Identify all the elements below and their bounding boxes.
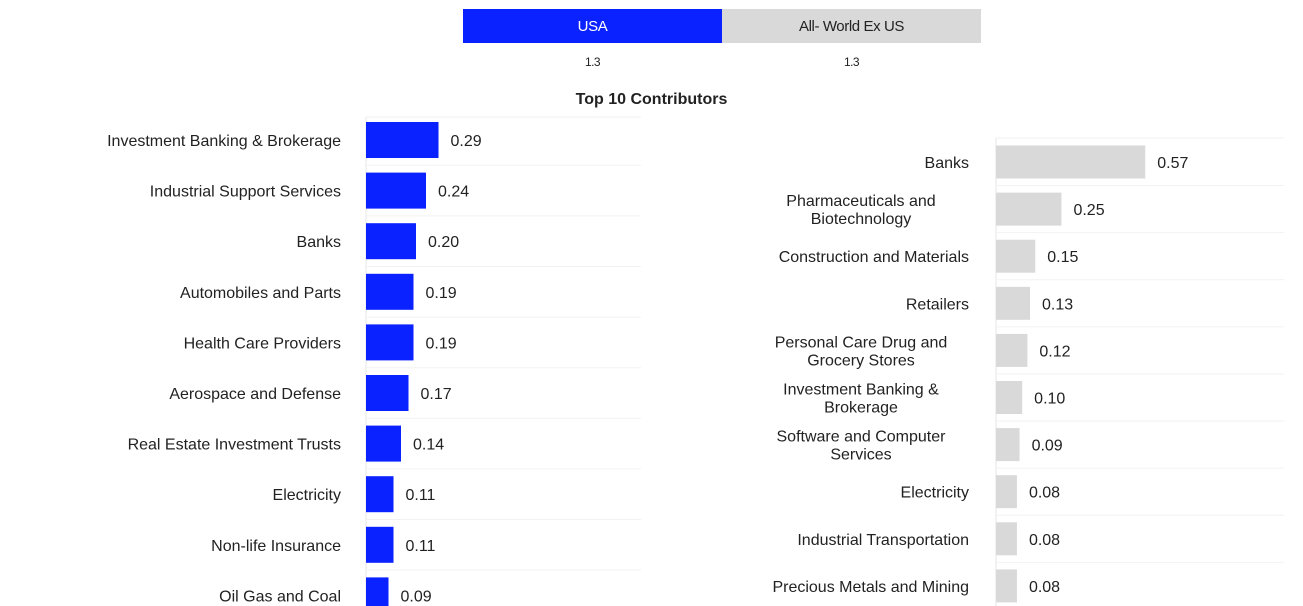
usa-category-label: Health Care Providers — [184, 335, 341, 352]
world-category-label: Banks — [925, 155, 969, 172]
usa-category-label: Aerospace and Defense — [169, 386, 341, 403]
usa-category-label: Non-life Insurance — [211, 538, 341, 555]
world-value-label: 0.25 — [1073, 202, 1104, 219]
world-category-label: Investment Banking & Brokerage — [783, 382, 939, 417]
world-value-label: 0.08 — [1029, 579, 1060, 596]
world-value-label: 0.08 — [1029, 485, 1060, 502]
world-bar-panel: 0.57 Banks 0.25 Pharmaceuticals and Biotechn… — [772, 137, 1284, 606]
world-category-label: Electricity — [901, 485, 969, 502]
world-value-label: 0.15 — [1047, 249, 1078, 266]
world-bar — [996, 569, 1017, 603]
usa-value-label: 0.19 — [426, 285, 457, 302]
usa-category-label: Industrial Support Services — [150, 184, 341, 201]
usa-category-label: Oil Gas and Coal — [219, 588, 341, 605]
world-bar — [996, 192, 1062, 226]
world-category-label: Software and Computer Services — [777, 429, 947, 464]
world-value-label: 0.12 — [1039, 343, 1070, 360]
world-bar — [996, 239, 1036, 273]
chart-title: Top 10 Contributors — [575, 91, 728, 108]
world-value-label: 0.09 — [1032, 438, 1063, 455]
usa-bar — [366, 476, 394, 513]
world-category-label: Retailers — [906, 296, 969, 313]
legend-usa: USA — [463, 9, 722, 43]
world-bar — [996, 381, 1023, 414]
usa-category-label: Real Estate Investment Trusts — [128, 437, 341, 454]
usa-value-label: 0.24 — [438, 184, 469, 201]
usa-category-label: Automobiles and Parts — [180, 285, 341, 302]
usa-bar — [366, 324, 414, 361]
usa-category-label: Banks — [297, 234, 341, 251]
legend-totals: 1.3 1.3 — [463, 55, 981, 69]
usa-value-label: 0.17 — [421, 386, 452, 403]
world-value-label: 0.57 — [1157, 155, 1188, 172]
usa-bar — [366, 122, 439, 158]
usa-bar — [366, 172, 426, 209]
usa-value-label: 0.09 — [401, 588, 432, 605]
world-bar — [996, 145, 1146, 179]
world-bar — [996, 333, 1028, 367]
usa-bar — [366, 577, 389, 606]
world-total: 1.3 — [844, 55, 859, 69]
usa-category-label: Electricity — [273, 487, 341, 504]
usa-total: 1.3 — [585, 55, 600, 69]
world-category-label: Industrial Transportation — [797, 532, 969, 549]
usa-category-label: Investment Banking & Brokerage — [107, 133, 341, 150]
usa-bar — [366, 375, 409, 411]
world-category-label: Pharmaceuticals and Biotechnology — [786, 193, 935, 228]
world-category-label: Personal Care Drug and Grocery Stores — [775, 334, 948, 369]
legend-world-ex-us: All- World Ex US — [722, 9, 981, 43]
world-value-label: 0.08 — [1029, 532, 1060, 549]
world-category-label: Precious Metals and Mining — [772, 579, 969, 596]
legend: USA All- World Ex US — [463, 9, 981, 43]
usa-bar — [366, 273, 414, 310]
usa-value-label: 0.11 — [406, 538, 436, 555]
usa-value-label: 0.29 — [451, 133, 482, 150]
world-bar — [996, 522, 1017, 556]
usa-value-label: 0.19 — [426, 335, 457, 352]
usa-value-label: 0.11 — [406, 487, 436, 504]
world-value-label: 0.10 — [1034, 391, 1065, 408]
usa-bar-panel: 0.29 Investment Banking & Brokerage 0.24 In… — [107, 116, 641, 606]
world-bar — [996, 286, 1031, 320]
usa-bar — [366, 223, 416, 260]
world-bar — [996, 475, 1017, 509]
world-value-label: 0.13 — [1042, 296, 1073, 313]
usa-value-label: 0.20 — [428, 234, 459, 251]
world-bar — [996, 428, 1020, 462]
usa-bar — [366, 526, 394, 563]
usa-bar — [366, 425, 401, 462]
usa-value-label: 0.14 — [413, 437, 444, 454]
world-category-label: Construction and Materials — [779, 249, 969, 266]
